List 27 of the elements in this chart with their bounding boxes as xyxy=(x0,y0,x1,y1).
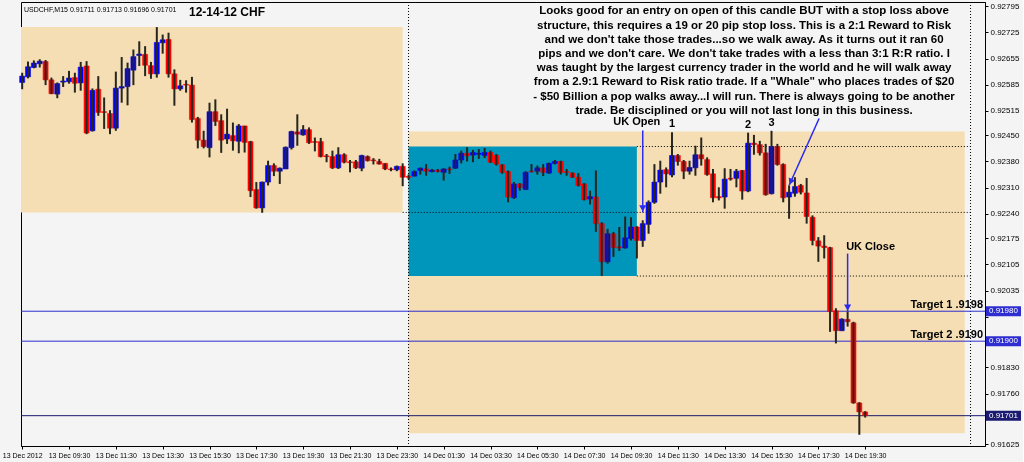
y-tick-label: 0.91625 xyxy=(990,439,1020,449)
ref-line-label: 0.91701 xyxy=(989,410,1019,420)
ref-line-label: 0.91900 xyxy=(989,336,1019,346)
y-tick-label: 0.92105 xyxy=(990,259,1020,269)
y-tick-label: 0.91830 xyxy=(990,362,1020,372)
y-tick-label: 0.91760 xyxy=(990,389,1020,399)
y-tick-label: 0.92515 xyxy=(990,106,1020,116)
ref-line-label: 0.91980 xyxy=(989,306,1019,316)
annotation: Looks good for an entry on open of this candle BUT with a stop loss above structure, this requires a 19 or 20 pip stop loss. This is a 2:1 Reward to Risk and we don't take those trades...so we walk away. As it turns out it ran 60 pips and we don't care. We don't take trades with a less than 3:1 R:R ratio. I was taught by the largest currency trader in the world and he will walk away from a 2.9:1 Reward to Risk ratio trade. If a "Whale" who places trades of $20 - $50 Billion a pop walks away...I will run. There is always going to be another trade. Be disciplined or you will not last long in this business. xyxy=(533,4,956,116)
annotation: 2 xyxy=(745,117,752,130)
annotation: 1 xyxy=(668,117,676,130)
y-tick-label: 0.92655 xyxy=(990,54,1020,64)
y-tick-label: 0.92175 xyxy=(990,233,1020,243)
y-tick-label: 0.92795 xyxy=(990,1,1020,11)
y-tick-label: 0.92035 xyxy=(990,286,1020,296)
y-tick-label: 0.92240 xyxy=(990,209,1020,219)
y-tick-label: 0.92585 xyxy=(990,80,1020,90)
annotation: 3 xyxy=(768,115,775,128)
y-tick-label: 0.92725 xyxy=(990,27,1020,37)
annotation: UK Close xyxy=(846,239,896,252)
annotation: 12-14-12 CHF xyxy=(188,5,266,19)
annotation: Target 2 .9190 xyxy=(910,328,983,341)
y-tick-label: 0.92380 xyxy=(990,156,1020,166)
y-tick-label: 0.92450 xyxy=(990,130,1020,140)
y-tick-label: 0.92310 xyxy=(990,183,1020,193)
annotation: Target 1 .9198 xyxy=(910,298,983,311)
annotation: UK Open xyxy=(613,115,661,128)
